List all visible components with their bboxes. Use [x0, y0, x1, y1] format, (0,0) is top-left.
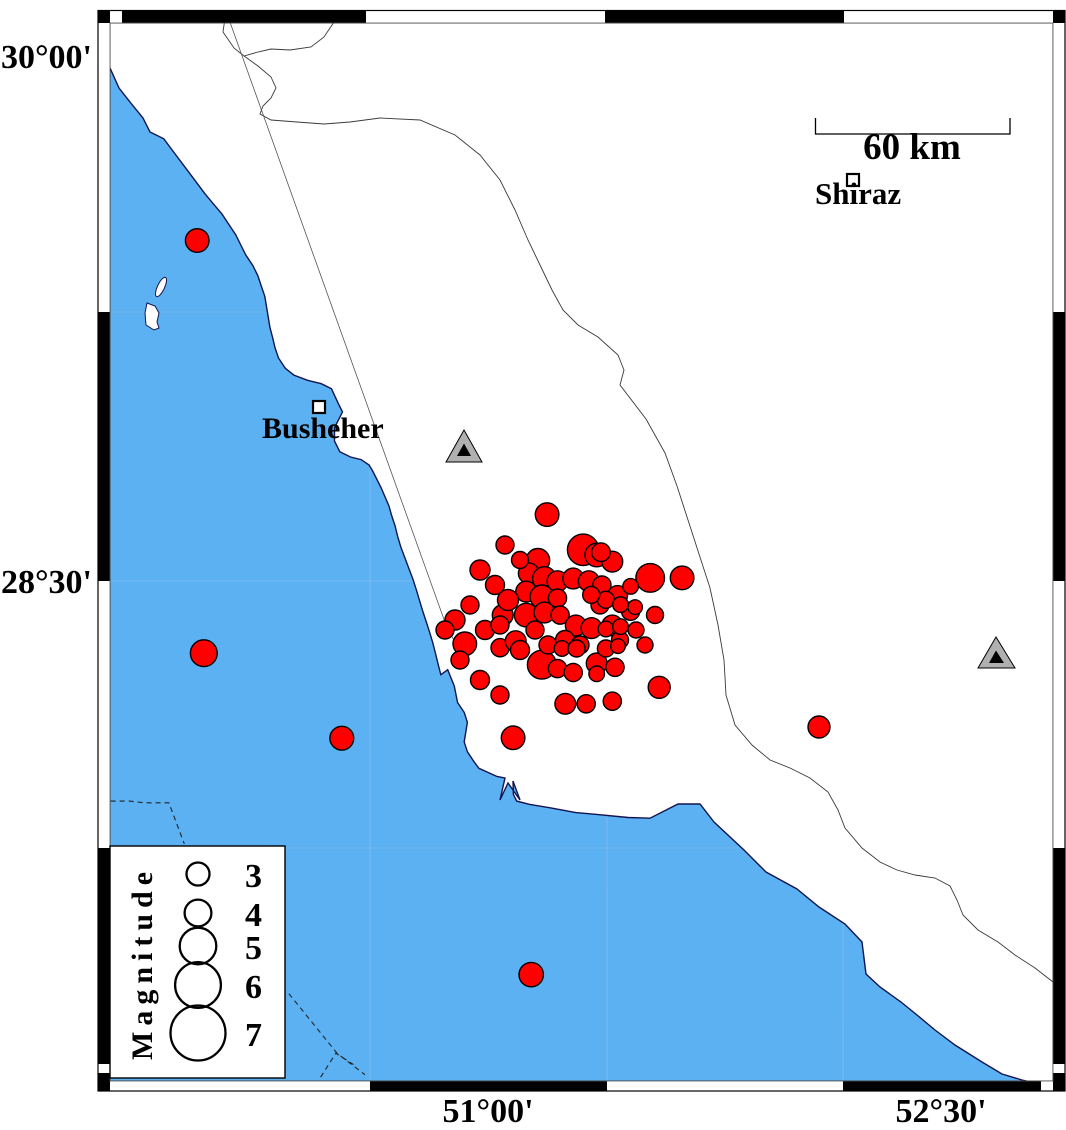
- svg-text:Busheher: Busheher: [262, 412, 384, 445]
- svg-text:51°00': 51°00': [442, 1093, 533, 1130]
- svg-text:Shiraz: Shiraz: [815, 176, 901, 211]
- svg-text:6: 6: [245, 969, 262, 1006]
- svg-text:5: 5: [245, 930, 262, 967]
- svg-text:7: 7: [245, 1017, 262, 1054]
- svg-text:28°30': 28°30': [1, 564, 92, 601]
- svg-text:4: 4: [245, 897, 262, 934]
- svg-text:30°00': 30°00': [1, 39, 92, 76]
- svg-text:3: 3: [245, 858, 262, 895]
- svg-text:60 km: 60 km: [863, 127, 961, 168]
- svg-text:52°30': 52°30': [895, 1093, 986, 1130]
- svg-text:Magnitude: Magnitude: [126, 866, 159, 1060]
